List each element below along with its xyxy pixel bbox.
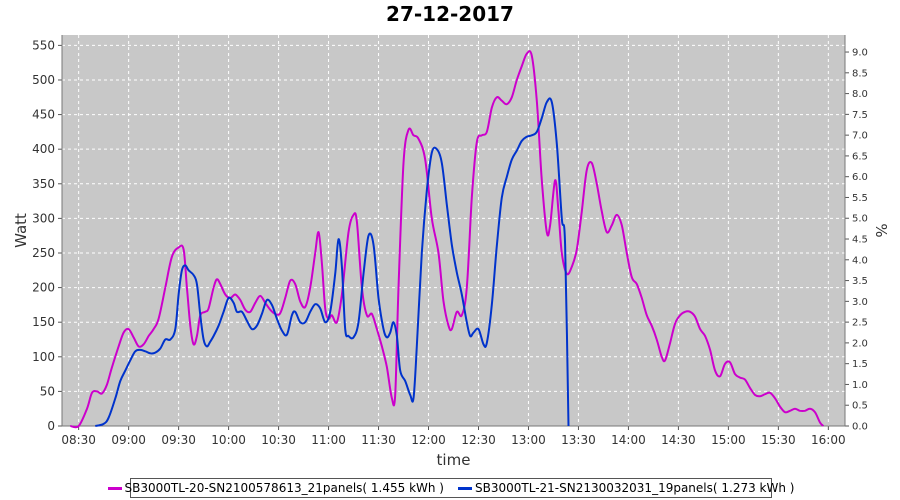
legend-label-series-2: SB3000TL-21-SN2130032031_19panels( 1.273… (475, 481, 795, 495)
y2-tick-label-13: 6.5 (852, 151, 868, 162)
legend-swatch-series-2 (458, 486, 472, 490)
x-tick-label-14: 15:30 (761, 433, 796, 447)
legend-item-series-1: SB3000TL-20-SN2100578613_21panels( 1.455… (107, 481, 444, 495)
y2-tick-label-7: 3.5 (852, 276, 868, 287)
y-tick-label-2: 100 (32, 350, 55, 364)
x-axis-title: time (437, 451, 471, 469)
axes: 0 50 100 150 200 250 300 350 400 450 500 550 08:30 09… (32, 35, 868, 447)
x-tick-label-8: 12:30 (461, 433, 496, 447)
y-axis-title: Watt (12, 213, 30, 248)
y2-tick-label-12: 6.0 (852, 172, 868, 183)
y2-tick-label-5: 2.5 (852, 318, 868, 329)
plot-background (62, 35, 845, 426)
chart-svg: 0 50 100 150 200 250 300 350 400 450 500 550 08:30 09… (12, 35, 890, 469)
x-tick-label-3: 10:00 (211, 433, 246, 447)
y2-tick-label-1: 0.5 (852, 401, 868, 412)
legend: SB3000TL-20-SN2100578613_21panels( 1.455… (107, 478, 794, 498)
y-tick-label-11: 550 (32, 38, 55, 52)
y2-tick-label-8: 4.0 (852, 255, 868, 266)
y2-tick-label-15: 7.5 (852, 110, 868, 121)
legend-label-series-1: SB3000TL-20-SN2100578613_21panels( 1.455… (124, 481, 444, 495)
y2-tick-label-6: 3.0 (852, 297, 868, 308)
chart-title: 27-12-2017 (386, 2, 514, 26)
x-tick-label-2: 09:30 (161, 433, 196, 447)
legend-swatch-series-1 (107, 486, 122, 490)
y-tick-label-10: 500 (32, 73, 55, 87)
y2-tick-label-3: 1.5 (852, 359, 868, 370)
y-tick-label-6: 300 (32, 211, 55, 225)
y-tick-label-3: 150 (32, 315, 55, 329)
series-line-2 (95, 97, 570, 427)
x-tick-label-4: 10:30 (261, 433, 296, 447)
y2-tick-label-4: 2.0 (852, 338, 868, 349)
y-tick-label-4: 200 (32, 281, 55, 295)
x-tick-label-5: 11:00 (311, 433, 346, 447)
y2-axis-title: % (872, 223, 890, 237)
x-tick-label-11: 14:00 (611, 433, 646, 447)
y2-tick-label-16: 8.0 (852, 89, 868, 100)
y-tick-label-7: 350 (32, 177, 55, 191)
y-tick-label-5: 250 (32, 246, 55, 260)
x-tick-label-7: 12:00 (411, 433, 446, 447)
x-tick-label-6: 11:30 (361, 433, 396, 447)
x-tick-label-0: 08:30 (61, 433, 96, 447)
y2-tick-label-10: 5.0 (852, 214, 868, 225)
series-line-1 (70, 50, 825, 429)
y2-tick-label-11: 5.5 (852, 193, 868, 204)
series-lines (70, 50, 825, 429)
x-tick-label-9: 13:00 (511, 433, 546, 447)
y-tick-label-9: 450 (32, 108, 55, 122)
y2-tick-label-0: 0.0 (852, 422, 868, 433)
x-tick-label-13: 15:00 (711, 433, 746, 447)
x-tick-label-1: 09:00 (111, 433, 146, 447)
x-tick-label-10: 13:30 (561, 433, 596, 447)
x-tick-label-15: 16:00 (811, 433, 846, 447)
y2-tick-label-18: 9.0 (852, 48, 868, 59)
legend-item-series-2: SB3000TL-21-SN2130032031_19panels( 1.273… (458, 481, 794, 495)
y-tick-label-0: 0 (47, 419, 55, 433)
y2-tick-label-17: 8.5 (852, 68, 868, 79)
y2-tick-label-14: 7.0 (852, 131, 868, 142)
y-tick-label-8: 400 (32, 142, 55, 156)
y2-tick-label-2: 1.0 (852, 380, 868, 391)
x-tick-label-12: 14:30 (661, 433, 696, 447)
y2-tick-label-9: 4.5 (852, 235, 868, 246)
y-tick-label-1: 50 (40, 384, 55, 398)
